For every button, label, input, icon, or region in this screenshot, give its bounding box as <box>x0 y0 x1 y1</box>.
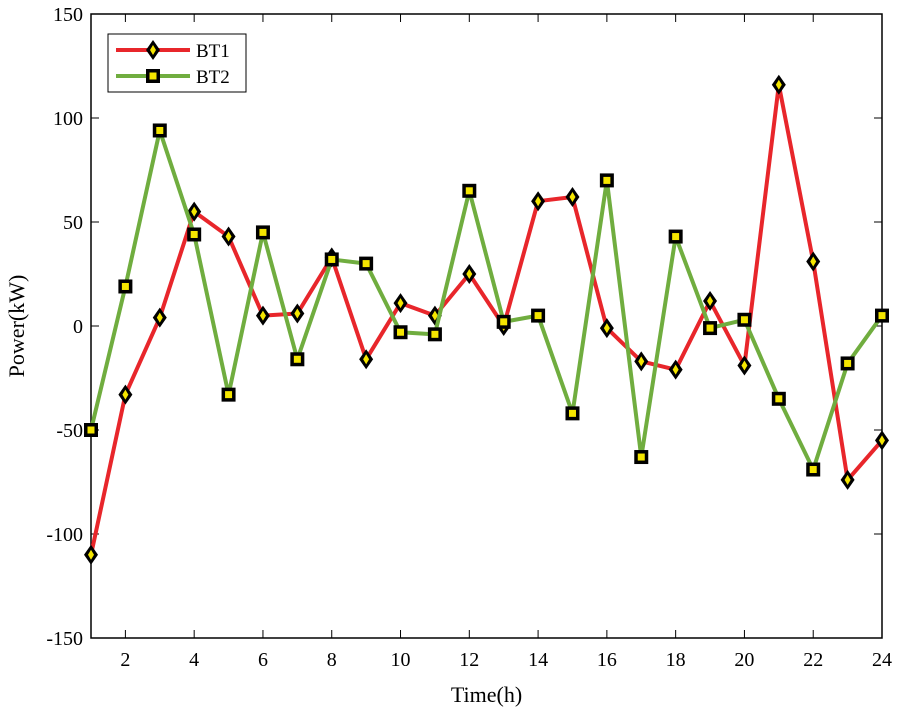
square-marker-fill <box>844 359 852 367</box>
x-tick-label: 4 <box>189 649 199 671</box>
square-marker-fill <box>121 282 129 290</box>
series-bt1 <box>84 74 889 565</box>
series-bt2 <box>84 123 889 477</box>
x-tick-label: 18 <box>666 649 686 671</box>
diamond-marker-fill <box>672 364 679 375</box>
x-tick-label: 14 <box>528 649 548 671</box>
y-tick-label: 0 <box>73 316 83 338</box>
diamond-marker-fill <box>775 79 782 90</box>
square-marker-fill <box>328 255 336 263</box>
x-tick-label: 16 <box>597 649 617 671</box>
diamond-marker-fill <box>535 196 542 207</box>
diamond-marker-fill <box>294 308 301 319</box>
series-group <box>84 74 889 565</box>
square-marker-fill <box>500 318 508 326</box>
diamond-marker-fill <box>156 312 163 323</box>
x-tick-label: 12 <box>459 649 479 671</box>
y-tick-label: -50 <box>56 420 83 442</box>
series-line <box>89 82 884 556</box>
diamond-marker-fill <box>122 389 129 400</box>
legend-label: BT1 <box>196 41 230 62</box>
square-marker-fill <box>603 176 611 184</box>
square-marker-fill <box>190 230 198 238</box>
square-marker-fill <box>534 312 542 320</box>
square-marker-fill <box>706 324 714 332</box>
x-axis-label: Time(h) <box>451 682 522 707</box>
x-tick-label: 10 <box>391 649 411 671</box>
square-marker-fill <box>149 72 157 80</box>
y-axis-label: Power(kW) <box>4 275 29 378</box>
diamond-marker-fill <box>88 549 94 560</box>
diamond-marker-fill <box>638 356 645 367</box>
square-marker-fill <box>259 228 267 236</box>
diamond-marker-fill <box>810 256 817 267</box>
diamond-marker-fill <box>259 310 266 321</box>
square-marker-fill <box>672 233 680 241</box>
diamond-marker-fill <box>844 474 851 485</box>
diamond-marker-fill <box>569 192 576 203</box>
square-marker-fill <box>87 426 95 434</box>
legend-item-bt2: BT2 <box>116 67 230 88</box>
y-tick-label: 150 <box>53 4 83 26</box>
square-marker-fill <box>809 466 817 474</box>
diamond-marker-fill <box>225 231 232 242</box>
square-marker-fill <box>431 330 439 338</box>
x-tick-label: 20 <box>734 649 754 671</box>
legend-box <box>107 33 247 93</box>
square-marker-fill <box>878 312 886 320</box>
diamond-marker-fill <box>397 298 404 309</box>
diamond-marker-fill <box>707 296 714 307</box>
diamond-marker-fill <box>879 435 885 446</box>
y-tick-label: 50 <box>63 212 83 234</box>
square-marker-fill <box>775 395 783 403</box>
square-marker-fill <box>740 316 748 324</box>
square-marker-fill <box>397 328 405 336</box>
x-tick-label: 6 <box>258 649 268 671</box>
x-tick-label: 8 <box>327 649 337 671</box>
legend-item-bt1: BT1 <box>116 40 230 62</box>
x-tick-label: 2 <box>120 649 130 671</box>
legend-label: BT2 <box>196 67 230 88</box>
diamond-marker-fill <box>466 269 473 279</box>
diamond-marker-fill <box>431 310 438 321</box>
axes <box>90 13 883 639</box>
square-marker-fill <box>568 409 576 417</box>
diamond-marker-fill <box>150 45 156 55</box>
x-tick-label: 22 <box>803 649 823 671</box>
plot-area-frame <box>90 13 883 639</box>
square-marker-fill <box>293 355 301 363</box>
square-marker-fill <box>362 260 370 268</box>
square-marker-fill <box>156 126 164 134</box>
y-tick-label: 100 <box>53 108 83 130</box>
diamond-marker-fill <box>741 360 748 371</box>
diamond-marker-fill <box>363 354 370 365</box>
y-tick-label: -100 <box>46 524 83 546</box>
diamond-marker-fill <box>603 323 610 334</box>
x-tick-label: 24 <box>872 649 892 671</box>
series-line <box>89 128 884 472</box>
y-tick-label: -150 <box>46 628 83 650</box>
square-marker-fill <box>637 453 645 461</box>
square-marker-fill <box>225 391 233 399</box>
diamond-marker-fill <box>191 206 198 217</box>
square-marker-fill <box>465 187 473 195</box>
